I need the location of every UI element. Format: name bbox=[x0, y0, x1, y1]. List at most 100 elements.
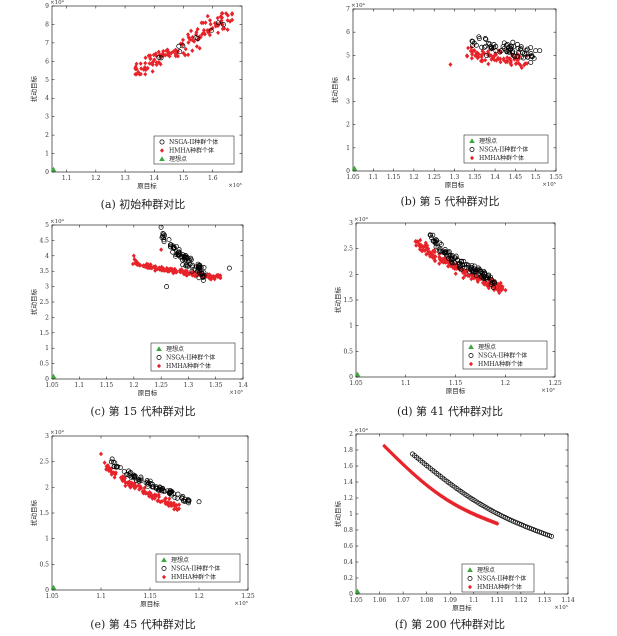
hmha-point bbox=[128, 483, 133, 489]
nsga-point bbox=[114, 464, 120, 470]
nsga-point bbox=[467, 269, 473, 275]
nsga-point bbox=[158, 55, 164, 61]
nsga-point bbox=[510, 39, 516, 45]
caption-e: (e) 第 45 代种群对比 bbox=[90, 617, 196, 631]
legend-label-hmha: HMHA种群个体 bbox=[171, 573, 216, 581]
hmha-point bbox=[385, 447, 390, 452]
hmha-point bbox=[203, 20, 208, 25]
hmha-point bbox=[102, 460, 107, 466]
x-tick-label: 1.15 bbox=[387, 174, 401, 181]
nsga-point bbox=[117, 465, 123, 470]
nsga-point bbox=[528, 45, 534, 51]
nsga-point bbox=[501, 40, 507, 46]
caption-b: (b) 第 5 代种群对比 bbox=[400, 194, 499, 208]
x-tick-label: 1.2 bbox=[91, 175, 101, 182]
nsga-point bbox=[438, 241, 444, 247]
hmha-point bbox=[469, 55, 474, 61]
nsga-point bbox=[469, 264, 474, 270]
legend-marker-hmha bbox=[157, 363, 161, 369]
nsga-point bbox=[467, 266, 473, 272]
nsga-point bbox=[483, 36, 489, 42]
hmha-point bbox=[165, 52, 170, 57]
nsga-point bbox=[184, 254, 190, 260]
nsga-point bbox=[498, 48, 504, 54]
hmha-point bbox=[225, 13, 230, 18]
nsga-point bbox=[528, 59, 534, 65]
y-tick-label: 2 bbox=[45, 484, 49, 491]
hmha-point bbox=[425, 483, 430, 489]
x-exponent: ×10⁵ bbox=[542, 181, 556, 188]
x-tick-label: 1.05 bbox=[349, 597, 363, 604]
hmha-point bbox=[138, 484, 143, 489]
hmha-point bbox=[402, 463, 407, 469]
caption-d: (d) 第 41 代种群对比 bbox=[397, 404, 503, 418]
hmha-point bbox=[190, 37, 195, 43]
nsga-point bbox=[187, 258, 193, 263]
nsga-point bbox=[177, 49, 183, 55]
y-tick-label: 0.8 bbox=[343, 527, 353, 534]
legend-box bbox=[462, 340, 548, 370]
hmha-point bbox=[120, 478, 125, 484]
hmha-point bbox=[220, 26, 225, 32]
nsga-point bbox=[138, 474, 144, 480]
hmha-point bbox=[134, 61, 139, 67]
y-axis-label: 扰动目标 bbox=[333, 501, 342, 528]
hmha-point bbox=[406, 466, 411, 472]
nsga-point bbox=[172, 495, 178, 501]
nsga-point bbox=[167, 242, 173, 248]
hmha-point bbox=[446, 263, 451, 269]
hmha-point bbox=[225, 27, 230, 33]
hmha-point bbox=[395, 456, 400, 462]
y-tick-label: 0.5 bbox=[39, 561, 49, 568]
hmha-point bbox=[154, 60, 159, 65]
legend-marker-ideal bbox=[159, 156, 165, 161]
x-tick-label: 1.1 bbox=[96, 593, 106, 600]
x-tick-label: 1.35 bbox=[468, 174, 482, 181]
nsga-point bbox=[459, 262, 465, 268]
nsga-point bbox=[524, 46, 530, 52]
hmha-point bbox=[144, 261, 149, 267]
nsga-point bbox=[182, 496, 188, 502]
hmha-point bbox=[125, 481, 130, 486]
hmha-point bbox=[130, 261, 135, 267]
nsga-point bbox=[171, 245, 177, 251]
y-tick-label: 9 bbox=[45, 3, 49, 10]
hmha-point bbox=[144, 490, 149, 496]
y-tick-label: 4.5 bbox=[39, 237, 49, 244]
y-tick-label: 0.5 bbox=[39, 361, 49, 368]
hmha-point bbox=[158, 61, 163, 67]
hmha-point bbox=[227, 19, 232, 24]
y-tick-label: 4 bbox=[346, 75, 350, 82]
y-tick-label: 0 bbox=[45, 169, 49, 176]
hmha-point bbox=[427, 250, 432, 256]
hmha-point bbox=[508, 61, 513, 66]
x-tick-label: 1.5 bbox=[179, 175, 189, 182]
caption-f: (f) 第 200 代种群对比 bbox=[395, 617, 505, 631]
hmha-point bbox=[167, 267, 172, 272]
nsga-point bbox=[506, 44, 512, 50]
hmha-point bbox=[186, 40, 191, 45]
nsga-point bbox=[427, 232, 433, 238]
y-tick-label: 0 bbox=[346, 168, 350, 175]
y-tick-label: 0 bbox=[349, 591, 353, 598]
nsga-point bbox=[145, 484, 151, 489]
x-tick-label: 1.15 bbox=[100, 382, 114, 389]
legend-marker-nsga bbox=[156, 355, 162, 360]
hmha-point bbox=[461, 275, 466, 281]
nsga-point bbox=[477, 268, 483, 274]
hmha-point bbox=[147, 61, 152, 66]
hmha-point bbox=[188, 37, 193, 42]
nsga-point bbox=[111, 464, 117, 470]
x-tick-label: 1.25 bbox=[241, 593, 255, 600]
hmha-point bbox=[414, 243, 419, 248]
hmha-point bbox=[177, 502, 182, 507]
hmha-point bbox=[503, 59, 508, 65]
legend-marker-ideal bbox=[156, 346, 162, 351]
x-tick-label: 1.1 bbox=[75, 382, 85, 389]
hmha-point bbox=[140, 488, 145, 494]
hmha-point bbox=[119, 475, 124, 481]
hmha-point bbox=[172, 502, 177, 508]
hmha-point bbox=[153, 51, 158, 56]
nsga-point bbox=[208, 28, 214, 34]
hmha-point bbox=[496, 288, 501, 293]
